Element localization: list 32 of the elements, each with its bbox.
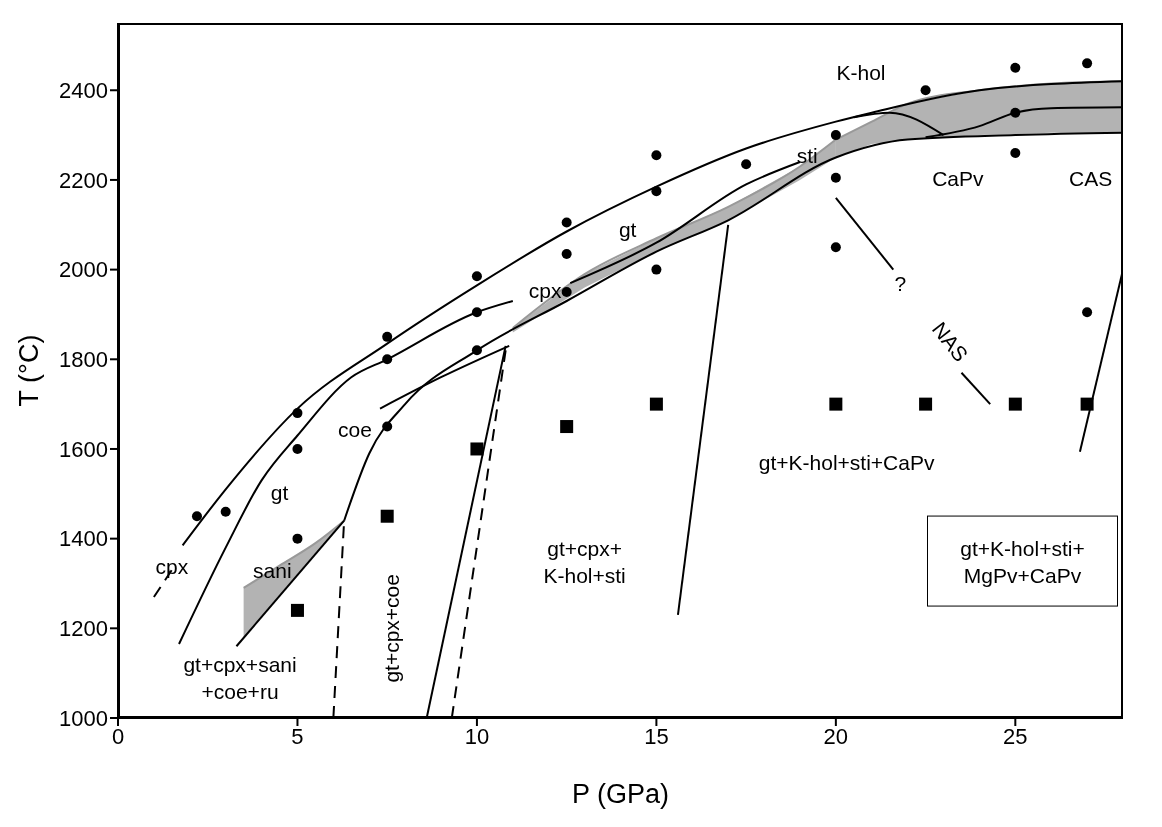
annotation: gt <box>270 480 289 504</box>
y-tick-label: 1000 <box>59 705 108 731</box>
annotation: gt <box>618 217 637 241</box>
annotation: cpx <box>528 278 562 302</box>
annotation: CaPv <box>932 166 985 190</box>
x-axis-title: P (GPa) <box>571 779 670 809</box>
annotation: sti <box>796 143 818 167</box>
y-tick-label: 2000 <box>59 257 108 283</box>
annotation: gt+cpx+ K-hol+sti <box>543 536 626 587</box>
annotation: gt+K-hol+sti+CaPv <box>758 450 935 474</box>
annotation: cpx <box>155 554 189 578</box>
x-tick-label: 15 <box>644 723 669 749</box>
x-tick-label: 20 <box>823 723 849 749</box>
annotation: gt+cpx+coe <box>379 574 403 683</box>
y-tick-label: 1400 <box>59 526 108 552</box>
annotation: sani <box>253 558 292 582</box>
y-tick-label: 1600 <box>59 436 108 462</box>
annotation: CAS <box>1069 166 1113 190</box>
y-tick-label: 2400 <box>59 78 108 104</box>
x-tick-label: 0 <box>111 723 125 749</box>
annotation: coe <box>337 417 372 441</box>
x-tick-label: 25 <box>1003 723 1028 749</box>
annotation: ? <box>894 271 907 295</box>
y-tick-label: 2200 <box>59 167 108 193</box>
y-tick-label: 1800 <box>59 347 108 373</box>
annotation: gt+cpx+sani +coe+ru <box>183 652 297 703</box>
annotation: K-hol <box>836 60 886 84</box>
x-tick-label: 10 <box>464 723 490 749</box>
x-tick-label: 5 <box>291 723 304 749</box>
y-tick-label: 1200 <box>59 616 108 642</box>
annotation: gt+K-hol+sti+ MgPv+CaPv <box>960 536 1085 587</box>
y-axis-title: T (°C) <box>13 334 44 407</box>
